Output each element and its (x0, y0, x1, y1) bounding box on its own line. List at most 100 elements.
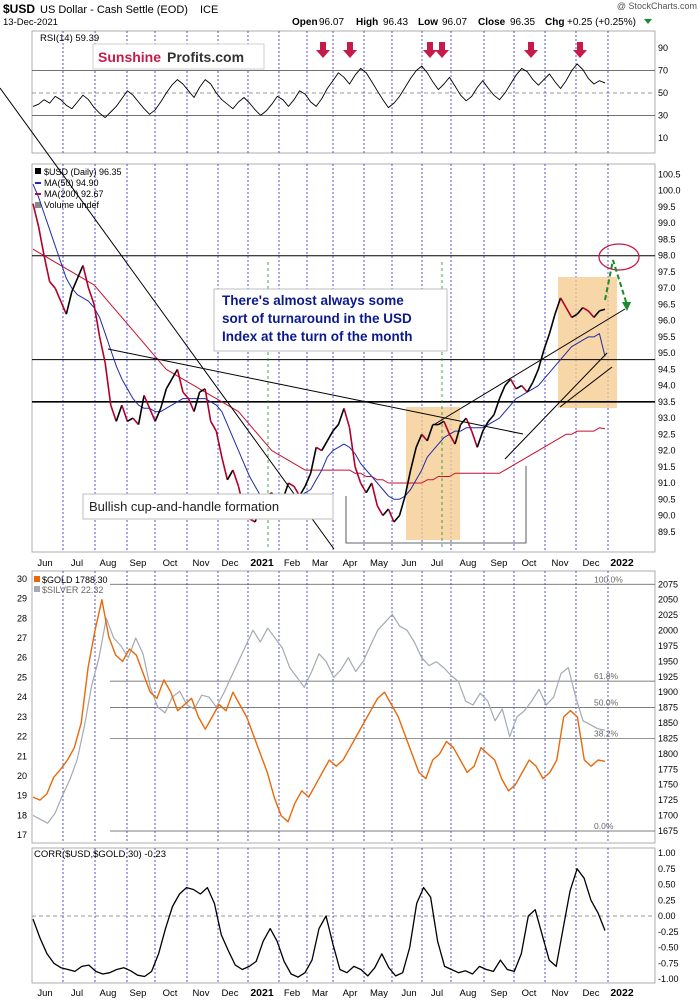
x-label-lower: Aug (100, 988, 117, 999)
header-high-label: High (356, 17, 378, 28)
usd-legend: $USD (Daily) 96.35 MA(50) 94.90 MA(200) … (35, 167, 122, 210)
usd-price-segment (115, 404, 123, 422)
usd-price-segment (143, 395, 151, 409)
x-label-lower: Jul (71, 988, 83, 999)
usd-price-segment (370, 482, 379, 506)
usd-price-segment (37, 226, 45, 256)
gold-tick-label: 2075 (658, 579, 678, 589)
overbought-arrow-icon (316, 42, 330, 58)
highlight-zone-jun (406, 407, 460, 540)
usd-tick-label: 96.0 (658, 316, 676, 326)
gold-tick-label: 1775 (658, 764, 678, 774)
neckline (107, 348, 524, 435)
usd-price-segment (543, 333, 551, 351)
downtrend-line (0, 87, 335, 550)
gold-frame (31, 570, 656, 844)
x-label-upper: Apr (343, 558, 358, 569)
usd-price-segment (421, 433, 428, 442)
usd-price-segment (127, 417, 134, 423)
usd-tick-label: 92.5 (658, 429, 676, 439)
overbought-arrow-icon (573, 42, 587, 58)
silver-tick-label: 18 (17, 810, 27, 820)
silver-tick-label: 27 (17, 633, 27, 643)
x-label-lower: Nov (552, 988, 569, 999)
usd-tick-label: 97.0 (658, 283, 676, 293)
usd-tick-label: 91.0 (658, 478, 676, 488)
usd-price-segment (54, 287, 62, 302)
x-label-upper: Sep (130, 558, 147, 569)
usd-price-segment (454, 424, 462, 445)
turnaround-line-3: Index at the turn of the month (222, 329, 413, 344)
x-label-upper: Feb (284, 558, 300, 569)
usd-price-segment (49, 281, 56, 289)
cup-handle-label: Bullish cup-and-handle formation (89, 499, 279, 514)
gold-tick-label: 2050 (658, 595, 678, 605)
sunshine-profits-logo: Sunshine Profits.com (92, 43, 265, 70)
header-symbol: $USD (3, 2, 35, 16)
header-high: 96.43 (383, 17, 408, 28)
usd-price-segment (443, 421, 451, 435)
usd-price-segment (571, 313, 578, 319)
x-label-lower: Oct (522, 988, 537, 999)
x-label-lower: Nov (193, 988, 210, 999)
silver-tick-label: 30 (17, 574, 27, 584)
usd-tick-label: 100.0 (658, 186, 681, 196)
silver-tick-label: 20 (17, 771, 27, 781)
gold-tick-label: 1900 (658, 687, 678, 697)
usd-price-segment (504, 378, 512, 387)
silver-line (32, 613, 606, 824)
x-label-lower: Jun (401, 988, 416, 999)
usd-price-segment (215, 430, 223, 458)
usd-panel: $USD (Daily) 96.35 MA(50) 94.90 MA(200) … (0, 87, 655, 550)
rsi-line (32, 63, 606, 119)
usd-price-segment (65, 291, 73, 315)
corr-title: CORR($USD,$GOLD,30) -0.23 (34, 849, 166, 860)
usd-price-segment (71, 278, 79, 292)
gold-tick-label: 1875 (658, 703, 678, 713)
usd-price-segment (304, 472, 312, 487)
gold-tick-label: 1925 (658, 672, 678, 682)
x-label-upper: Jul (431, 558, 443, 569)
usd-price-segment (309, 447, 318, 474)
silver-tick-label: 23 (17, 712, 27, 722)
trend-lines (0, 87, 626, 550)
usd-price-segment (354, 466, 362, 484)
usd-price-segment (393, 515, 401, 523)
legend-ma50: MA(50) 94.90 (44, 178, 99, 188)
usd-tick-label: 90.5 (658, 494, 676, 504)
x-label-lower: 2022 (610, 987, 634, 999)
gold-tick-label: 2025 (658, 610, 678, 620)
x-label-upper: Aug (100, 558, 117, 569)
usd-price-segment (409, 447, 417, 471)
month-gridlines (62, 31, 609, 983)
overbought-arrow-icon (343, 42, 357, 58)
corr-tick-label: -0.75 (658, 958, 679, 968)
rsi-panel: RSI(14) 59.39 Sunshine Profits.com (32, 33, 655, 119)
usd-tick-label: 99.0 (658, 218, 676, 228)
x-label-upper: Sep (491, 558, 508, 569)
header-low: 96.07 (442, 17, 467, 28)
corr-tick-label: -0.50 (658, 943, 679, 953)
header-open-label: Open (292, 17, 318, 28)
cup-handle-box (82, 493, 334, 520)
gold-tick-label: 1950 (658, 656, 678, 666)
fibonacci-label: 38.2% (594, 728, 619, 738)
chart-header: $USD US Dollar - Cash Settle (EOD) ICE 1… (3, 1, 697, 28)
corr-tick-label: 1.00 (658, 848, 676, 858)
overbought-arrows (316, 42, 587, 58)
usd-tick-label: 95.0 (658, 348, 676, 358)
usd-price-segment (548, 313, 556, 334)
x-label-lower: Feb (284, 988, 300, 999)
ma200-line (32, 248, 606, 484)
usd-price-segment (232, 469, 240, 487)
x-label-upper: Nov (552, 558, 569, 569)
usd-price-segment (199, 388, 206, 393)
silver-tick-label: 28 (17, 613, 27, 623)
usd-price-segment (470, 430, 479, 448)
usd-price-segment (554, 297, 562, 315)
projected-path (604, 259, 628, 306)
logo-sunshine: Sunshine (98, 49, 161, 65)
legend-ma200: MA(200) 92.67 (44, 189, 104, 199)
usd-price-segment (415, 434, 423, 448)
